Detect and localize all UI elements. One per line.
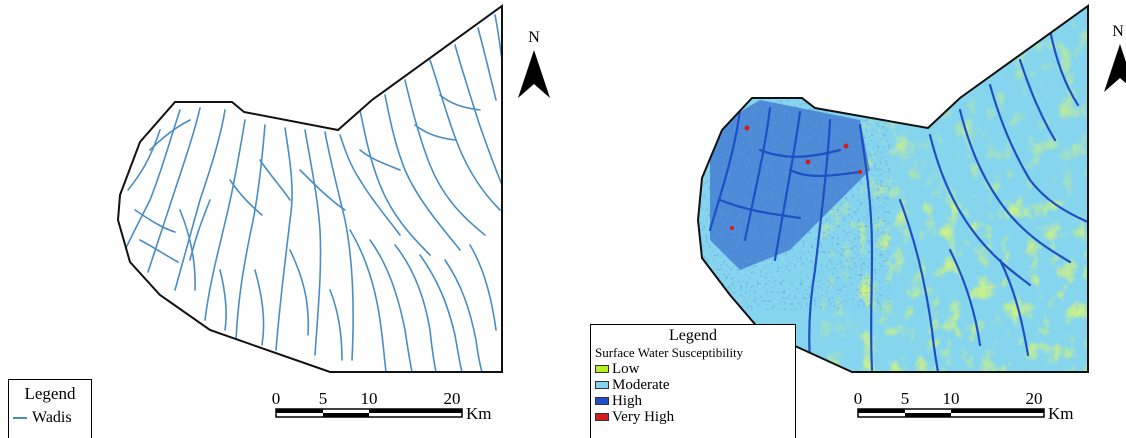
- north-arrow-icon: [1104, 44, 1126, 92]
- right-boundary: [696, 4, 1089, 373]
- left-map: N 0 5 10 20 Km: [116, 4, 550, 423]
- legend-item-label: High: [612, 393, 642, 409]
- scale-unit: Km: [466, 404, 492, 423]
- legend-item-very-high: Very High: [591, 409, 795, 425]
- scale-bar: [275, 408, 463, 418]
- legend-swatch: [595, 413, 609, 421]
- legend-item-low: Low: [591, 361, 795, 377]
- wadis-legend: Legend Wadis: [8, 379, 92, 438]
- north-label: N: [1112, 23, 1124, 40]
- scale-bar: [857, 408, 1045, 418]
- scale-tick: 10: [943, 389, 960, 408]
- scale-tick: 0: [272, 389, 281, 408]
- legend-title: Legend: [669, 327, 717, 344]
- scale-ticks: 0 5 10 20 Km: [272, 389, 492, 423]
- legend-swatch: [595, 397, 609, 405]
- legend-item-high: High: [591, 393, 795, 409]
- scale-tick: 20: [444, 389, 461, 408]
- legend-item-label: Very High: [612, 409, 675, 425]
- north-label: N: [528, 29, 540, 46]
- legend-item-label: Low: [612, 361, 640, 377]
- scale-tick: 5: [901, 389, 910, 408]
- scale-tick: 0: [854, 389, 863, 408]
- legend-swatch: [595, 365, 609, 373]
- susceptibility-raster: [698, 6, 1088, 372]
- legend-item-moderate: Moderate: [591, 377, 795, 393]
- right-map: N 0 5 10 20 Km: [696, 4, 1126, 423]
- legend-item-wadis: Wadis: [9, 410, 91, 426]
- legend-item-label: Wadis: [32, 409, 72, 426]
- scale-ticks: 0 5 10 20 Km: [854, 389, 1074, 423]
- legend-subtitle: Surface Water Susceptibility: [595, 345, 744, 360]
- scale-unit: Km: [1048, 404, 1074, 423]
- scale-tick: 5: [319, 389, 328, 408]
- scale-tick: 10: [361, 389, 378, 408]
- susceptibility-legend: Legend Surface Water Susceptibility Low …: [590, 324, 796, 438]
- left-boundary: [116, 4, 503, 373]
- scale-tick: 20: [1026, 389, 1043, 408]
- legend-swatch: [595, 381, 609, 389]
- wadi-network: [124, 14, 502, 372]
- wadi-line-icon: [13, 417, 27, 419]
- legend-title: Legend: [24, 384, 76, 403]
- legend-item-label: Moderate: [612, 377, 670, 393]
- north-arrow-icon: [518, 50, 550, 98]
